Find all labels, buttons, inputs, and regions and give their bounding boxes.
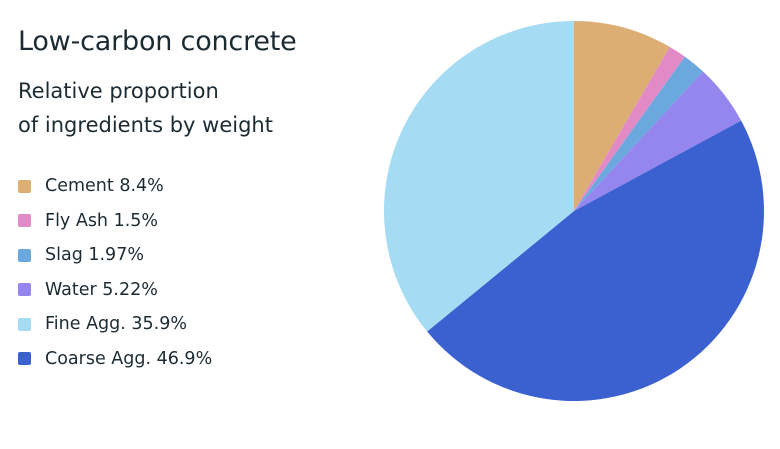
legend-item-slag: Slag 1.97% [18, 238, 212, 273]
pie-slice-slag [574, 56, 704, 211]
legend-item-coarse-agg: Coarse Agg. 46.9% [18, 342, 212, 377]
legend-swatch-coarse-agg [18, 352, 31, 366]
pie-slice-fly-ash [574, 46, 685, 211]
legend-label-cement: Cement 8.4% [45, 176, 164, 197]
chart-legend: Cement 8.4% Fly Ash 1.5% Slag 1.97% Water 5… [18, 169, 212, 376]
legend-swatch-cement [18, 179, 31, 193]
legend-label-water: Water 5.22% [45, 279, 158, 300]
legend-item-fly-ash: Fly Ash 1.5% [18, 204, 212, 239]
legend-swatch-fly-ash [18, 214, 31, 228]
chart-subtitle: Relative proportion of ingredients by we… [18, 74, 358, 142]
legend-swatch-water [18, 283, 31, 297]
chart-title: Low-carbon concrete [18, 26, 297, 57]
legend-item-fine-agg: Fine Agg. 35.9% [18, 307, 212, 342]
subtitle-line-2: of ingredients by weight [18, 113, 273, 137]
pie-slice-coarse-agg [427, 120, 764, 401]
legend-label-slag: Slag 1.97% [45, 245, 144, 266]
subtitle-line-1: Relative proportion [18, 79, 219, 103]
legend-swatch-slag [18, 248, 31, 262]
pie-slice-water [574, 71, 742, 211]
legend-label-coarse-agg: Coarse Agg. 46.9% [45, 348, 213, 369]
pie-slice-cement [574, 21, 670, 211]
legend-swatch-fine-agg [18, 317, 31, 331]
legend-item-water: Water 5.22% [18, 273, 212, 308]
legend-label-fine-agg: Fine Agg. 35.9% [45, 314, 187, 335]
legend-label-fly-ash: Fly Ash 1.5% [45, 210, 159, 231]
legend-item-cement: Cement 8.4% [18, 169, 212, 204]
pie-slice-fine-agg [383, 21, 574, 332]
